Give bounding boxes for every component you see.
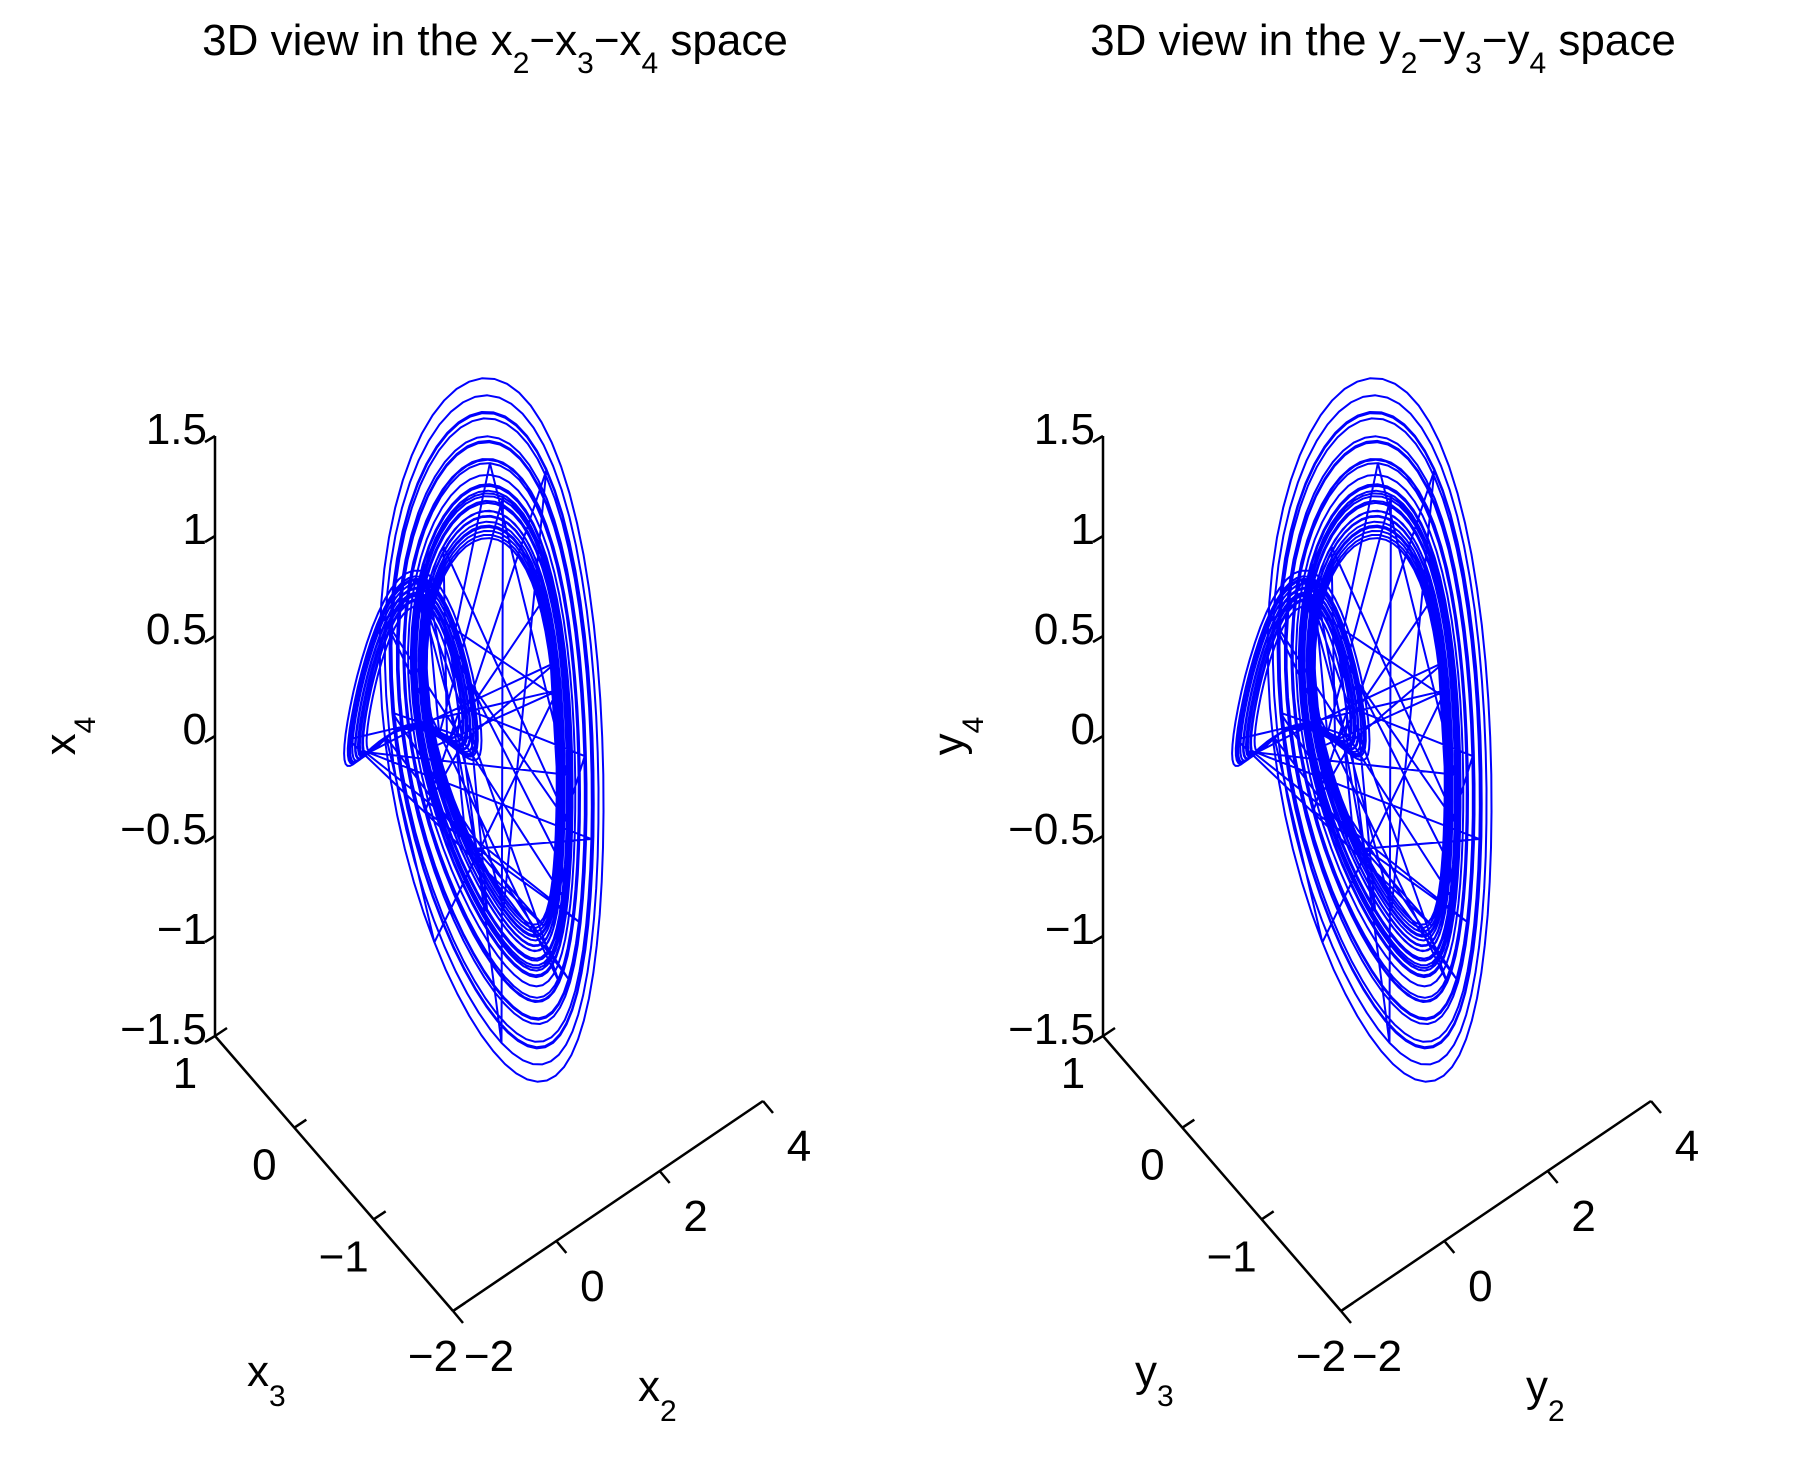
z-tick-label: 1 [183, 505, 207, 554]
z-tick-label: 1 [1071, 505, 1095, 554]
x-tick-label: 4 [787, 1122, 811, 1171]
x-tick [555, 1240, 568, 1254]
subplot-left: 3D view in the x2−x3−x4 space −1.5 −1 −0.5 0… [36, 16, 811, 1428]
y-tick-label: 1 [1061, 1049, 1085, 1098]
chart-title: 3D view in the x2−x3−x4 space [202, 16, 788, 80]
y-tick [1340, 1301, 1354, 1313]
x-axis-line [452, 1099, 764, 1313]
y-tick [1181, 1118, 1196, 1129]
y-tick-label: −2 [1296, 1332, 1346, 1381]
y-tick-label: 0 [252, 1141, 276, 1190]
x-tick [658, 1170, 671, 1184]
y-axis-label: x3 [247, 1347, 286, 1413]
x-axis-line [1340, 1099, 1652, 1313]
y-tick-label: 0 [1140, 1141, 1164, 1190]
z-tick-label: −1 [1045, 905, 1095, 954]
z-tick-label: −1 [157, 905, 207, 954]
x-tick-label: −2 [464, 1332, 514, 1381]
x-axis-label: x2 [638, 1362, 677, 1428]
y-tick-label: −1 [319, 1232, 369, 1281]
z-tick [1092, 934, 1104, 944]
z-tick [1092, 534, 1104, 544]
z-tick [1092, 734, 1104, 744]
subplot-right: 3D view in the y2−y3−y4 space −1.5 −1 −0.5 0… [924, 16, 1699, 1428]
x-tick [762, 1100, 774, 1114]
x-tick-label: 4 [1675, 1122, 1699, 1171]
x-tick [1443, 1240, 1456, 1254]
z-tick [1092, 1034, 1104, 1044]
x-axis-label: y2 [1526, 1362, 1565, 1428]
x-tick [1546, 1170, 1559, 1184]
x-tick [1340, 1310, 1352, 1324]
x-tick-label: 2 [683, 1192, 707, 1241]
z-tick [204, 934, 216, 944]
z-tick [1092, 434, 1104, 444]
y-tick-label: 1 [173, 1049, 197, 1098]
y-tick [214, 1026, 228, 1038]
z-tick-label: −1.5 [1008, 1005, 1095, 1054]
z-tick [204, 634, 216, 644]
z-axis-label: y4 [924, 717, 990, 756]
y-tick [1260, 1210, 1275, 1221]
z-tick-label: 1.5 [146, 405, 207, 454]
x-tick-label: 2 [1571, 1192, 1595, 1241]
trajectory-line [1231, 377, 1493, 1083]
z-tick-label: −1.5 [120, 1005, 207, 1054]
x-tick-label: −2 [1352, 1332, 1402, 1381]
x-tick-label: 0 [580, 1262, 604, 1311]
z-tick [204, 834, 216, 844]
z-tick-label: −0.5 [1008, 805, 1095, 854]
z-tick [204, 1034, 216, 1044]
z-tick-label: 0 [1071, 705, 1095, 754]
x-tick [1650, 1100, 1662, 1114]
z-tick-label: −0.5 [120, 805, 207, 854]
z-axis-label: x4 [36, 717, 102, 756]
y-axis-label: y3 [1135, 1347, 1174, 1413]
z-tick-label: 1.5 [1034, 405, 1095, 454]
chart-title: 3D view in the y2−y3−y4 space [1090, 16, 1676, 80]
y-tick-label: −2 [408, 1332, 458, 1381]
z-tick-label: 0 [183, 705, 207, 754]
z-tick-label: 0.5 [146, 605, 207, 654]
trajectory-line [343, 377, 605, 1083]
x-tick [452, 1310, 464, 1324]
z-tick [204, 534, 216, 544]
y-axis-line [214, 1035, 454, 1312]
x-tick-label: 0 [1468, 1262, 1492, 1311]
z-tick [204, 734, 216, 744]
y-tick [452, 1301, 466, 1313]
z-tick-label: 0.5 [1034, 605, 1095, 654]
y-axis-line [1102, 1035, 1342, 1312]
z-tick [204, 434, 216, 444]
y-tick [293, 1118, 308, 1129]
z-tick [1092, 634, 1104, 644]
z-tick [1092, 834, 1104, 844]
y-tick [372, 1210, 387, 1221]
y-tick [1102, 1026, 1116, 1038]
y-tick-label: −1 [1207, 1232, 1257, 1281]
